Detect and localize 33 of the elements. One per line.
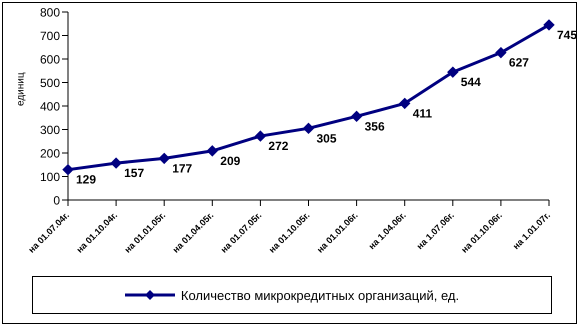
point xyxy=(495,47,506,58)
data-label: 627 xyxy=(508,56,530,70)
data-label: 209 xyxy=(220,154,241,168)
data-label: 745 xyxy=(557,28,578,42)
y-axis-title: единиц xyxy=(16,72,27,106)
data-label: 177 xyxy=(172,161,193,176)
y-tick-label: 800 xyxy=(40,5,60,20)
data-label: 544 xyxy=(460,75,482,90)
data-label: 157 xyxy=(124,166,144,180)
point xyxy=(544,19,554,30)
data-label: 356 xyxy=(364,119,385,134)
point xyxy=(110,158,122,169)
data-label: 305 xyxy=(316,131,337,146)
point xyxy=(399,98,410,109)
point xyxy=(303,122,314,134)
y-tick-label: 600 xyxy=(40,52,60,66)
point xyxy=(351,110,362,122)
y-tick-label: 700 xyxy=(40,28,60,43)
y-tick-label: 100 xyxy=(40,170,60,184)
point xyxy=(254,130,266,142)
y-tick-label: 0 xyxy=(53,193,60,208)
data-label: 272 xyxy=(268,139,289,154)
legend-label: Количество микрокредитных организаций, ед. xyxy=(180,288,460,302)
point xyxy=(447,66,458,78)
point xyxy=(62,164,74,176)
y-tick-label: 200 xyxy=(40,146,60,160)
y-tick-label: 500 xyxy=(40,76,60,90)
point xyxy=(158,152,170,164)
data-label: 129 xyxy=(76,172,96,187)
point xyxy=(206,145,218,156)
y-tick-label: 300 xyxy=(40,122,60,137)
y-tick-label: 400 xyxy=(40,99,60,114)
data-label: 411 xyxy=(412,106,432,120)
